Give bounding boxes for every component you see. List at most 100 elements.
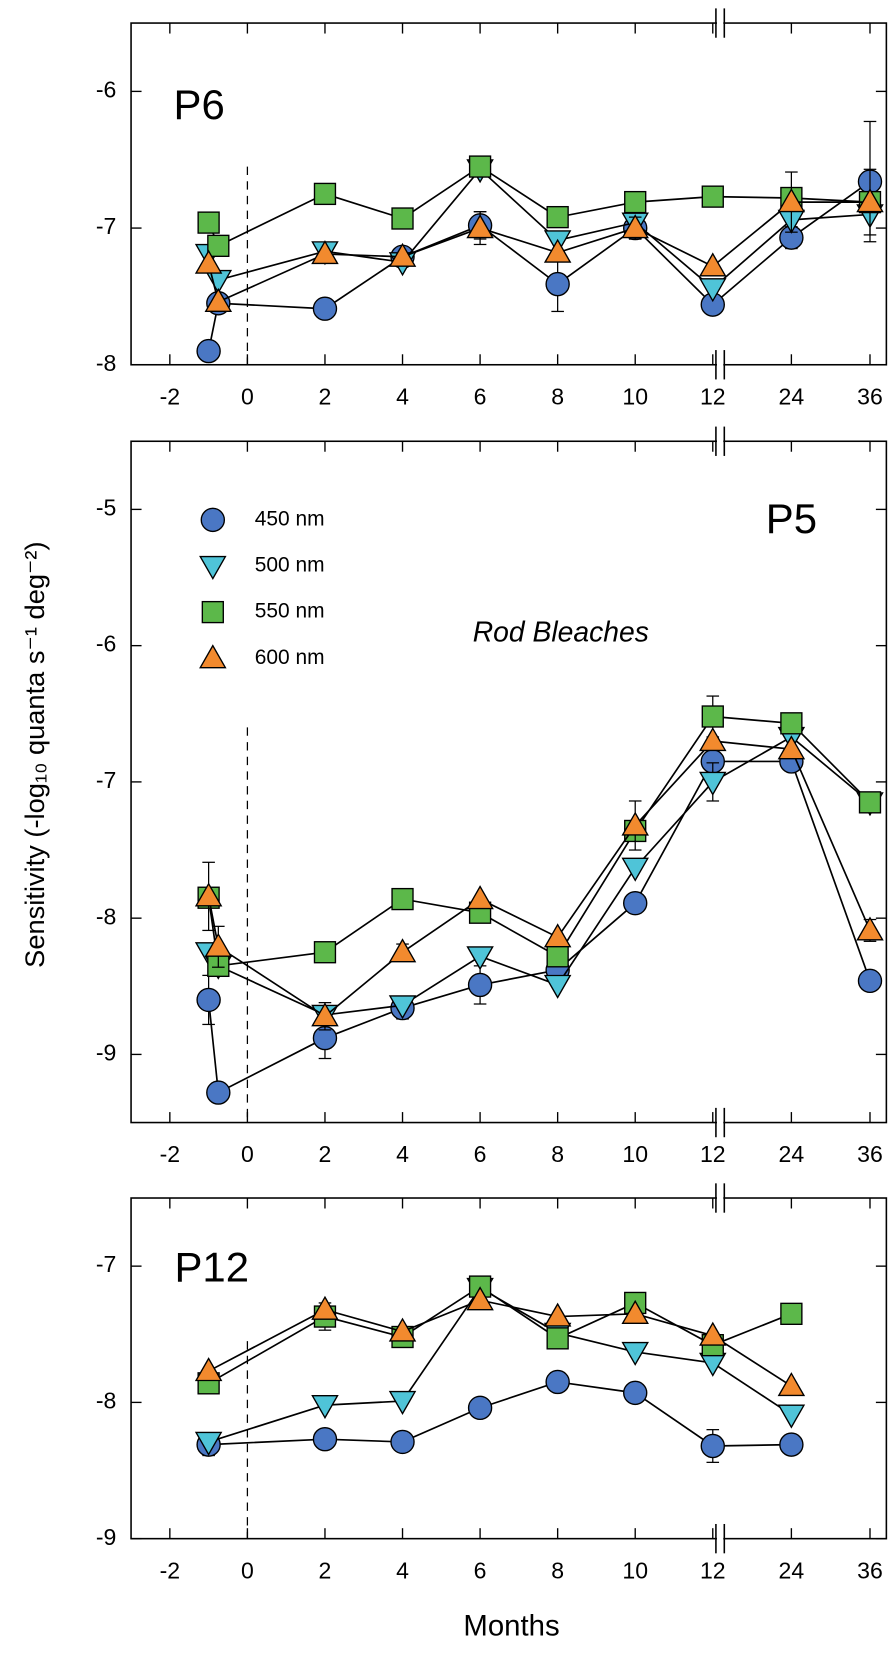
marker <box>621 1299 649 1324</box>
y-tick-label: -7 <box>96 1251 117 1277</box>
y-tick-label: -8 <box>96 350 117 376</box>
legend-label: 500 nm <box>255 554 325 577</box>
panel-title: P6 <box>174 81 225 128</box>
marker <box>543 974 572 999</box>
marker <box>621 811 649 836</box>
x-tick-label: 12 <box>700 1557 726 1583</box>
axis-break-gap <box>716 426 724 456</box>
marker <box>194 249 223 274</box>
x-tick-label: 8 <box>551 1141 564 1167</box>
marker <box>388 938 417 963</box>
series-line <box>207 760 871 1094</box>
series-line <box>208 1299 792 1387</box>
x-tick-label: 10 <box>622 1141 648 1167</box>
y-tick-label: -8 <box>96 903 117 929</box>
marker <box>700 1433 725 1459</box>
y-tick-label: -7 <box>96 767 117 793</box>
marker <box>312 1426 338 1452</box>
y-tick-label: -6 <box>96 76 117 102</box>
marker <box>194 1431 223 1456</box>
legend-label: 550 nm <box>255 600 325 623</box>
marker <box>311 1002 339 1027</box>
x-tick-label: 2 <box>319 1557 332 1583</box>
marker <box>207 234 230 258</box>
y-tick-label: -5 <box>96 494 117 520</box>
marker <box>468 155 492 178</box>
y-axis-label: Sensitivity (-log₁₀ quanta s⁻¹ deg⁻²) <box>19 541 50 967</box>
y-tick-label: -7 <box>96 213 117 239</box>
marker <box>466 1286 494 1311</box>
series-line <box>207 165 871 247</box>
x-tick-label: 6 <box>474 1557 487 1583</box>
series-line <box>208 1381 792 1447</box>
marker <box>467 1395 493 1421</box>
plot-frame <box>130 1197 888 1540</box>
marker <box>546 945 569 968</box>
x-tick-label: 6 <box>474 383 487 409</box>
axis-break-gap <box>716 1183 724 1213</box>
marker <box>621 214 649 239</box>
marker <box>779 1432 804 1457</box>
marker <box>777 1372 806 1397</box>
marker <box>543 238 572 263</box>
x-tick-label: 36 <box>857 1141 883 1167</box>
axis-break-gap <box>716 350 724 380</box>
x-tick-label: -2 <box>160 1557 180 1583</box>
marker <box>545 1369 570 1395</box>
series-line <box>208 1285 792 1385</box>
marker <box>206 1080 231 1105</box>
marker <box>546 1327 569 1350</box>
axis-break-gap <box>716 8 724 38</box>
marker <box>391 887 414 911</box>
x-tick-label: 10 <box>622 383 648 409</box>
series-line <box>207 201 870 304</box>
marker <box>204 287 233 312</box>
marker <box>699 771 727 796</box>
legend-label: 600 nm <box>255 646 325 669</box>
marker <box>388 1317 417 1342</box>
marker <box>543 923 572 948</box>
marker <box>621 857 649 882</box>
x-tick-label: 36 <box>857 1557 883 1583</box>
series-line <box>207 180 871 352</box>
marker <box>699 278 727 303</box>
marker <box>311 1295 339 1320</box>
marker <box>194 882 223 907</box>
series-line <box>207 715 871 967</box>
plot-frame <box>130 22 888 366</box>
marker <box>701 705 724 728</box>
legend-label: 450 nm <box>255 507 325 530</box>
marker <box>623 890 648 916</box>
y-tick-label: -6 <box>96 631 117 657</box>
marker <box>466 885 494 910</box>
marker <box>467 972 493 998</box>
marker <box>466 946 494 971</box>
legend-marker <box>200 507 226 533</box>
marker <box>311 1395 339 1420</box>
series-line <box>207 740 871 1018</box>
x-tick-label: 0 <box>241 383 254 409</box>
series-line <box>207 168 871 290</box>
axis-break-gap <box>716 1523 724 1554</box>
marker <box>856 916 884 941</box>
marker <box>857 968 883 994</box>
x-tick-label: 12 <box>700 1141 726 1167</box>
axis-break-gap <box>716 1107 724 1138</box>
marker <box>388 995 417 1020</box>
legend-marker <box>199 644 227 669</box>
x-tick-label: 6 <box>474 1141 487 1167</box>
marker <box>391 207 414 230</box>
marker <box>777 735 806 760</box>
x-tick-label: 4 <box>396 1557 409 1583</box>
x-tick-label: -2 <box>160 383 180 409</box>
x-tick-label: 4 <box>396 1141 409 1167</box>
x-tick-label: 10 <box>622 1557 648 1583</box>
x-tick-label: 2 <box>319 383 332 409</box>
y-tick-label: -9 <box>96 1524 117 1550</box>
marker <box>780 1302 803 1325</box>
series-line <box>207 735 871 1016</box>
marker <box>699 1321 727 1346</box>
panel-title: P12 <box>174 1243 249 1290</box>
plot-frame <box>130 440 888 1124</box>
